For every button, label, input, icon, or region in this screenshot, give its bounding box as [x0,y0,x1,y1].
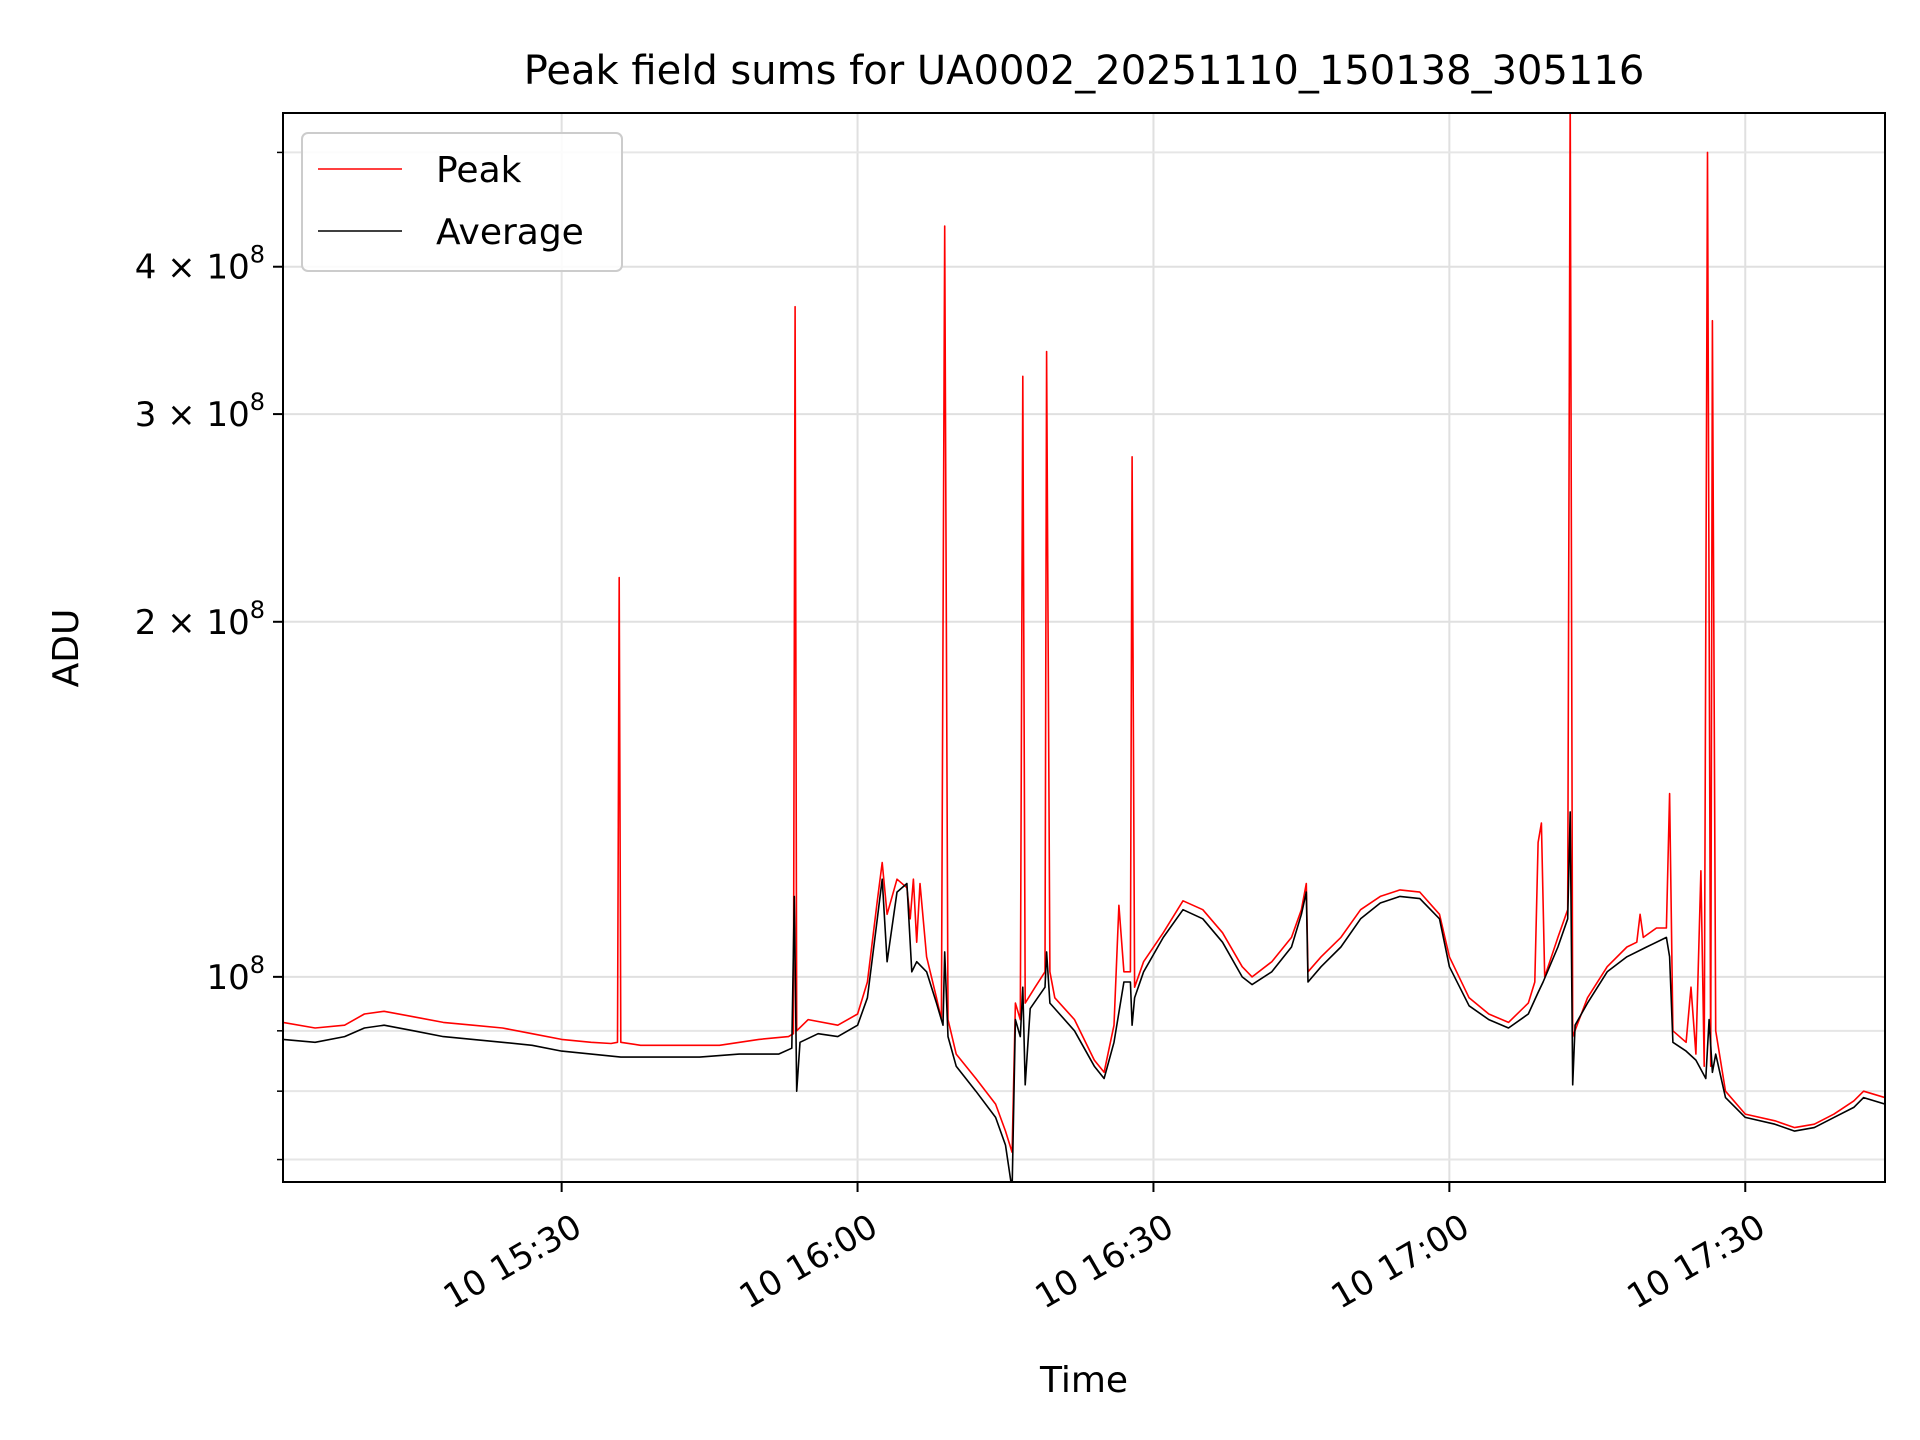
legend-box [301,132,623,272]
grid-lines [283,113,1885,1182]
legend-label-average: Average [436,212,584,253]
legend-label-peak: Peak [436,150,522,191]
y-tick-label: 4 × 108 [135,241,265,288]
y-tick-label: 3 × 108 [135,388,265,435]
y-axis: 108 2 × 108 3 × 108 4 × 108 [135,151,283,1161]
series-line-average [283,811,1885,1182]
chart-title: Peak field sums for UA0002_20251110_1501… [524,48,1645,94]
plot-frame [282,112,1886,1183]
legend: Peak Average [301,132,623,272]
y-tick-label: 108 [206,951,265,998]
y-tick-label: 2 × 108 [135,596,265,643]
x-axis-label: Time [1039,1360,1128,1401]
series-layer [283,113,1885,1182]
y-axis-label: ADU [46,609,87,688]
